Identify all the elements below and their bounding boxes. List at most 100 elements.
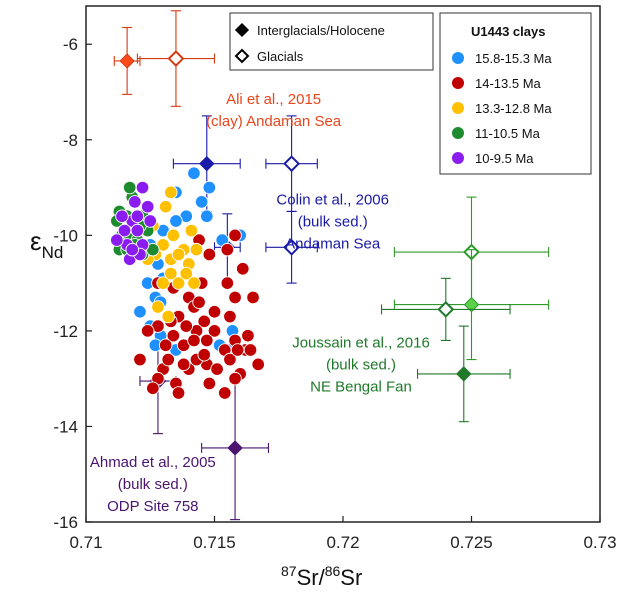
- data-point: [134, 305, 147, 318]
- y-axis-label-sub: Nd: [42, 243, 64, 262]
- data-point: [224, 310, 237, 323]
- data-point: [185, 224, 198, 237]
- annotation-line: NE Bengal Fan: [310, 379, 412, 396]
- annotation-line: Joussain et al., 2016: [292, 335, 430, 352]
- legend-item-label: 15.8-15.3 Ma: [475, 51, 552, 66]
- errorbar-point: [114, 28, 140, 95]
- filled-diamond-marker: [200, 157, 214, 171]
- data-point: [252, 358, 265, 371]
- legend-color-dot: [452, 127, 464, 139]
- data-point: [180, 320, 193, 333]
- errorbar-point: [418, 326, 511, 422]
- open-diamond-marker: [169, 52, 183, 66]
- errorbar-point: [173, 116, 240, 212]
- annotation-line: Andaman Sea: [285, 235, 381, 252]
- data-point: [229, 229, 242, 242]
- data-point: [162, 353, 175, 366]
- data-point: [198, 348, 211, 361]
- x-axis-label-end: Sr: [340, 565, 362, 590]
- y-tick-label: -16: [53, 513, 78, 532]
- data-point: [203, 248, 216, 261]
- clay-legend-title: U1443 clays: [471, 24, 545, 39]
- x-tick-label: 0.72: [326, 533, 359, 552]
- data-point: [190, 243, 203, 256]
- x-axis-label-sup2: 86: [325, 563, 341, 579]
- annotation-line: (bulk sed.): [298, 213, 368, 230]
- open-diamond-marker: [285, 157, 299, 171]
- annotation-line: ODP Site 758: [107, 498, 198, 515]
- data-point: [193, 296, 206, 309]
- data-point: [203, 181, 216, 194]
- legend-interglacials-label: Interglacials/Holocene: [257, 23, 385, 38]
- annotation-line: (bulk sed.): [118, 476, 188, 493]
- data-point: [172, 387, 185, 400]
- annotation-line: Ali et al., 2015: [226, 91, 321, 108]
- data-point: [211, 363, 224, 376]
- data-point: [134, 353, 147, 366]
- data-point: [208, 305, 221, 318]
- legend-item-label: 10-9.5 Ma: [475, 151, 534, 166]
- data-point: [131, 210, 144, 223]
- errorbar-point: [382, 278, 511, 340]
- data-point: [152, 301, 165, 314]
- clay-points: [111, 167, 265, 399]
- data-point: [188, 334, 201, 347]
- legend-glacials-label: Glacials: [257, 49, 304, 64]
- x-tick-label: 0.715: [193, 533, 236, 552]
- data-point: [229, 372, 242, 385]
- data-point: [111, 234, 124, 247]
- annotation-line: Ahmad et al., 2005: [90, 454, 216, 471]
- legend-item-label: 13.3-12.8 Ma: [475, 101, 552, 116]
- data-point: [136, 181, 149, 194]
- symbol-legend: Interglacials/Holocene Glacials: [230, 13, 433, 70]
- filled-diamond-marker: [457, 367, 471, 381]
- data-point: [165, 186, 178, 199]
- data-point: [159, 200, 172, 213]
- errorbar-point: [137, 11, 214, 107]
- clay-legend: U1443 clays 15.8-15.3 Ma 14-13.5 Ma 13.3-1…: [440, 13, 591, 174]
- data-point: [231, 344, 244, 357]
- data-point: [157, 277, 170, 290]
- data-point: [188, 277, 201, 290]
- data-point: [126, 243, 139, 256]
- legend-item-label: 11-10.5 Ma: [475, 126, 541, 141]
- data-point: [144, 215, 157, 228]
- y-tick-label: -12: [53, 322, 78, 341]
- data-point: [131, 224, 144, 237]
- data-point: [247, 291, 260, 304]
- filled-diamond-marker: [120, 54, 134, 68]
- data-point: [244, 344, 257, 357]
- data-point: [141, 200, 154, 213]
- data-point: [172, 248, 185, 261]
- x-axis-label: 87Sr/86Sr: [281, 563, 362, 590]
- y-axis-label-main: ε: [30, 226, 42, 256]
- data-point: [141, 325, 154, 338]
- errorbar-point: [202, 376, 269, 519]
- annotation-line: Colin et al., 2006: [276, 191, 389, 208]
- y-tick-label: -8: [63, 131, 78, 150]
- data-point: [123, 181, 136, 194]
- data-point: [195, 196, 208, 209]
- annotation-line: (bulk sed.): [326, 357, 396, 374]
- annotation-line: (clay) Andaman Sea: [206, 113, 342, 130]
- data-point: [159, 339, 172, 352]
- data-point: [229, 291, 242, 304]
- filled-diamond-marker: [228, 441, 242, 455]
- legend-color-dot: [452, 52, 464, 64]
- data-point: [129, 196, 142, 209]
- data-point: [200, 334, 213, 347]
- annotations: Ali et al., 2015 (clay) Andaman Sea Colin …: [90, 91, 430, 515]
- legend-color-dot: [452, 77, 464, 89]
- data-point: [236, 262, 249, 275]
- legend-color-dot: [452, 152, 464, 164]
- data-point: [203, 377, 216, 390]
- data-point: [116, 210, 129, 223]
- x-tick-label: 0.73: [583, 533, 616, 552]
- legend-item-label: 14-13.5 Ma: [475, 76, 542, 91]
- data-point: [188, 167, 201, 180]
- data-point: [170, 215, 183, 228]
- data-point: [147, 382, 160, 395]
- y-tick-label: -6: [63, 35, 78, 54]
- data-point: [221, 243, 234, 256]
